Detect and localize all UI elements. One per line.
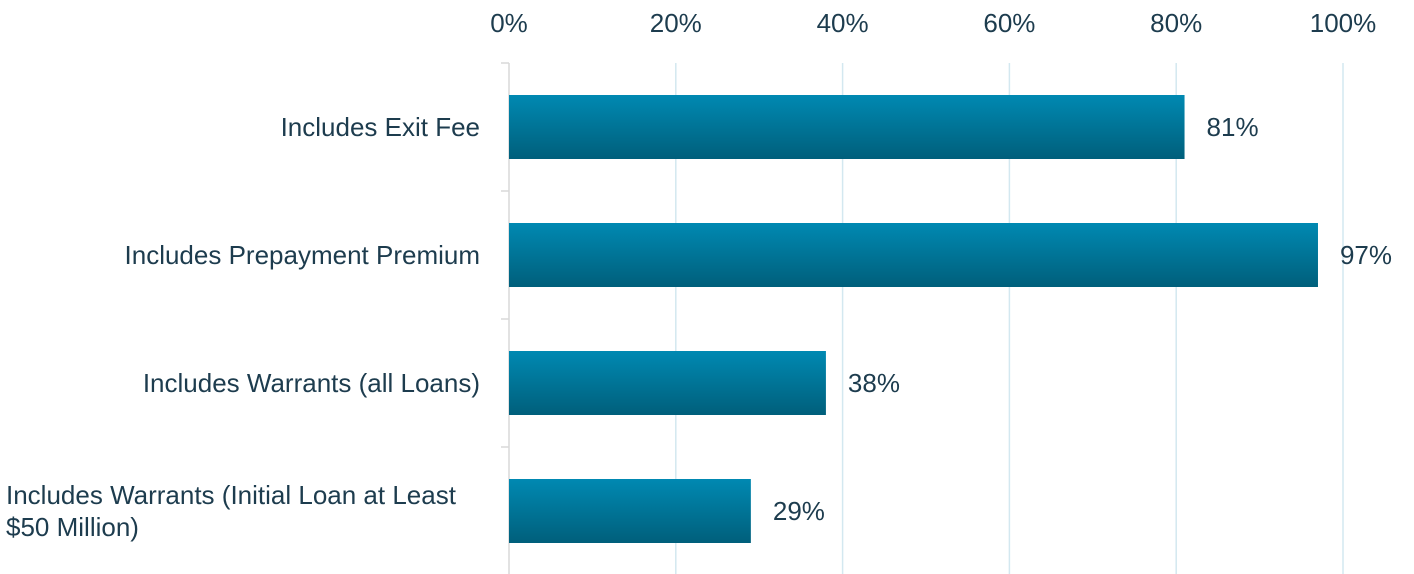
x-tick-label: 20%	[650, 8, 702, 38]
value-label: 38%	[848, 368, 900, 398]
x-tick-label: 60%	[983, 8, 1035, 38]
x-tick-label: 100%	[1310, 8, 1377, 38]
bar	[509, 223, 1318, 287]
y-tick-label: Includes Prepayment Premium	[6, 215, 480, 295]
y-tick-text: Includes Prepayment Premium	[124, 240, 480, 270]
y-tick-label: Includes Warrants (all Loans)	[6, 343, 480, 423]
bar	[509, 479, 751, 543]
value-label: 97%	[1340, 240, 1392, 270]
x-tick-label: 80%	[1150, 8, 1202, 38]
y-tick-label: Includes Warrants (Initial Loan at Least…	[6, 471, 480, 551]
x-tick-label: 40%	[817, 8, 869, 38]
bar	[509, 95, 1185, 159]
y-tick-text: Includes Warrants (Initial Loan at Least…	[6, 480, 456, 542]
x-tick-label: 0%	[490, 8, 528, 38]
y-tick-label: Includes Exit Fee	[6, 87, 480, 167]
value-label: 81%	[1207, 112, 1259, 142]
y-tick-text: Includes Warrants (all Loans)	[142, 368, 480, 398]
value-label: 29%	[773, 496, 825, 526]
y-tick-text: Includes Exit Fee	[280, 112, 480, 142]
bar	[509, 351, 826, 415]
